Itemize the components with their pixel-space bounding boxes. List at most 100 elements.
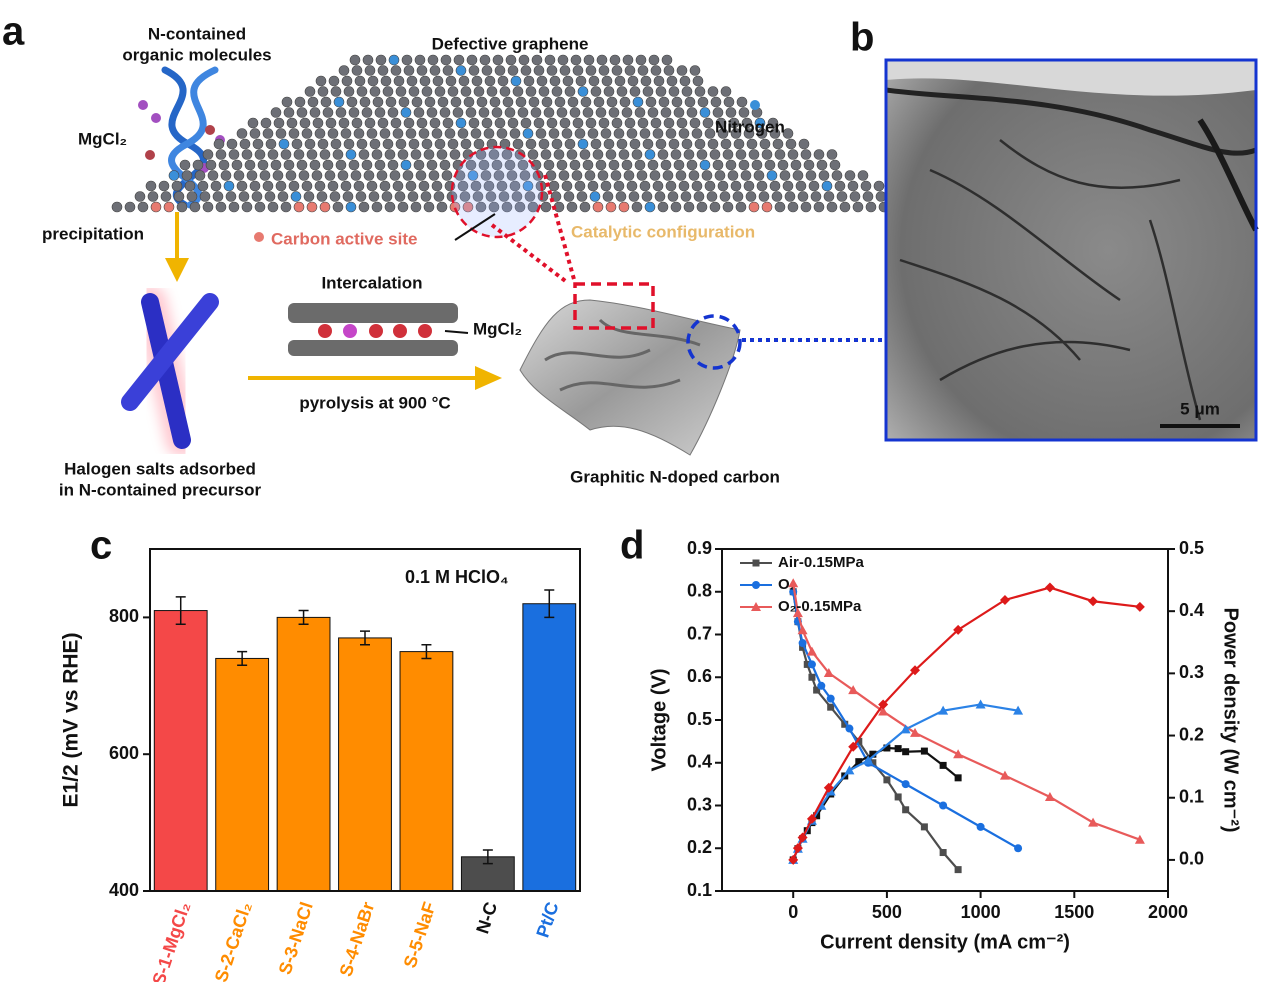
atom (335, 159, 347, 171)
atom (769, 128, 781, 139)
atom (437, 96, 449, 108)
atom (314, 180, 326, 192)
atom (571, 170, 583, 181)
atom (753, 170, 765, 181)
atom (390, 117, 402, 129)
atom (171, 180, 183, 192)
atom (569, 159, 581, 171)
atom (485, 191, 497, 202)
point (954, 866, 962, 874)
bar (153, 610, 208, 892)
atom (574, 180, 586, 192)
atom (368, 191, 380, 202)
atom (834, 180, 846, 192)
atom (562, 75, 574, 87)
atom (637, 117, 649, 129)
point (803, 660, 811, 668)
atom (491, 159, 503, 171)
atom (257, 159, 269, 171)
atom (582, 107, 594, 118)
atom (563, 191, 575, 202)
atom (522, 128, 534, 139)
atom (330, 138, 342, 150)
point (844, 765, 855, 775)
atom (376, 170, 388, 181)
point (999, 770, 1010, 780)
atom (488, 201, 500, 213)
atom (379, 180, 391, 192)
atom (364, 65, 376, 76)
atom (327, 128, 339, 139)
atom (375, 54, 387, 66)
atom (423, 149, 435, 160)
atom (432, 75, 444, 87)
error-bar (175, 596, 186, 625)
atom (340, 128, 352, 139)
y2-tick-label: 0.4 (1179, 600, 1204, 620)
atom (307, 96, 319, 108)
atom (239, 138, 251, 150)
atom (655, 86, 667, 97)
bar (338, 637, 392, 892)
atom (589, 191, 601, 202)
atom (766, 170, 778, 181)
x-tick-label: 0 (788, 902, 798, 922)
atom (588, 75, 600, 87)
point (817, 681, 826, 690)
atom (439, 159, 451, 171)
atom (610, 170, 622, 181)
atom (328, 75, 340, 87)
atom (826, 201, 838, 213)
caption: in N-contained precursor (59, 480, 262, 499)
atom (176, 201, 188, 213)
atom (444, 128, 456, 139)
atom (600, 128, 612, 139)
atom (333, 96, 345, 108)
atom (723, 96, 735, 108)
atom (632, 96, 644, 108)
atom (517, 159, 529, 171)
atom (792, 170, 804, 181)
atom (670, 201, 682, 213)
atom (496, 128, 508, 139)
atom (748, 149, 760, 160)
atom (260, 117, 272, 129)
atom (465, 107, 477, 118)
atom (449, 149, 461, 160)
atom (714, 170, 726, 181)
atom (567, 96, 579, 108)
atom (480, 170, 492, 181)
atom (648, 54, 660, 66)
atom (316, 191, 328, 202)
point (920, 747, 928, 755)
atom (379, 128, 391, 139)
atom (410, 149, 422, 160)
atom (782, 128, 794, 139)
atom (426, 159, 438, 171)
atom (504, 107, 516, 118)
atom (653, 75, 665, 87)
atom (647, 159, 659, 171)
panel-label: a (2, 10, 25, 54)
atom (759, 138, 771, 150)
atom (465, 159, 477, 171)
atom (543, 107, 555, 118)
atom (322, 159, 334, 171)
atom (707, 138, 719, 150)
atom (767, 117, 779, 129)
atom (549, 75, 561, 87)
atom (381, 191, 393, 202)
atom (626, 128, 638, 139)
atom (559, 65, 571, 76)
atom (280, 201, 292, 213)
point (1013, 705, 1024, 715)
crumpled-sheet (519, 299, 741, 456)
atom (395, 138, 407, 150)
atom (160, 191, 172, 202)
atom (179, 159, 191, 171)
atom (818, 170, 830, 181)
atom (137, 201, 149, 213)
atom (349, 54, 361, 66)
atom (356, 138, 368, 150)
